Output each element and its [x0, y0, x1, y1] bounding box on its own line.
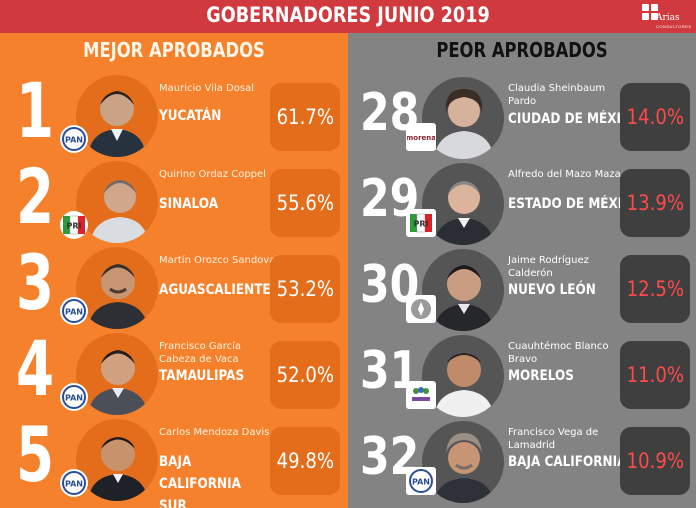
svg-text:morena: morena [407, 134, 435, 142]
governor-name: Quirino Ordaz Coppel [159, 169, 266, 180]
best-row-2: 2 PRI Quirino Ordaz Coppel SINALOA 55.6% [0, 152, 348, 247]
header-bar: GOBERNADORES JUNIO 2019 Arias CONSULTORE… [0, 0, 696, 33]
governor-name: Carlos Mendoza Davis [159, 427, 270, 438]
approval-percent: 61.7% [270, 83, 340, 151]
independiente-party-icon [406, 295, 436, 323]
svg-text:PAN: PAN [65, 136, 83, 145]
pan-party-icon: PAN [60, 297, 88, 325]
state-name: ESTADO DE MÉXICO [508, 196, 642, 212]
approval-percent: 53.2% [270, 255, 340, 323]
svg-text:PAN: PAN [65, 480, 83, 489]
worst-row-31: 31 Cuauhtémoc Blanco Bravo MORELOS 11.0% [348, 333, 696, 419]
encuentro-social-party-icon [406, 381, 436, 409]
best-approved-title: MEJOR APROBADOS [83, 38, 265, 62]
approval-percent: 52.0% [270, 341, 340, 409]
approval-percent: 14.0% [620, 83, 690, 151]
state-name: SINALOA [159, 196, 219, 212]
governor-name: Alfredo del Mazo Maza [508, 169, 621, 180]
rank-number: 4 [16, 324, 55, 413]
governor-name: Francisco García Cabeza de Vaca [159, 341, 242, 365]
page-title: GOBERNADORES JUNIO 2019 [206, 3, 490, 27]
governor-name: Mauricio Vila Dosal [159, 83, 254, 94]
best-approved-panel: MEJOR APROBADOS 1 PAN Mauricio Vila Dosa… [0, 33, 348, 508]
pan-party-icon: PAN [406, 467, 436, 495]
pan-party-icon: PAN [60, 383, 88, 411]
governor-name: Claudia Sheinbaum Pardo [508, 83, 606, 107]
brand-logo: Arias CONSULTORES [642, 2, 691, 32]
morena-party-icon: morena [406, 123, 436, 151]
governor-name: Martín Orozco Sandoval [159, 255, 279, 266]
svg-text:PAN: PAN [65, 394, 83, 403]
governor-portrait [76, 247, 158, 329]
governor-name: Jaime Rodríguez Calderón [508, 255, 589, 279]
state-name: TAMAULIPAS [159, 368, 245, 384]
governor-portrait [422, 163, 504, 245]
worst-approved-panel: PEOR APROBADOS 28 morena Claudia Sheinba… [348, 33, 696, 508]
svg-text:PAN: PAN [412, 478, 430, 487]
svg-text:PRI: PRI [67, 222, 82, 231]
worst-row-29: 29 PRI Alfredo del Mazo Maza ESTADO DE M… [348, 161, 696, 247]
governor-name: Cuauhtémoc Blanco Bravo [508, 341, 609, 365]
pri-party-icon: PRI [406, 209, 436, 237]
governor-portrait [76, 161, 158, 243]
pan-party-icon: PAN [60, 125, 88, 153]
best-row-3: 3 PAN Martín Orozco Sandoval AGUASCALIEN… [0, 238, 348, 333]
best-row-1: 1 PAN Mauricio Vila Dosal YUCATÁN 61.7% [0, 66, 348, 161]
governor-portrait [76, 419, 158, 501]
best-row-5: 5 PAN Carlos Mendoza Davis BAJA CALIFORN… [0, 410, 348, 508]
pan-party-icon: PAN [60, 469, 88, 497]
governor-portrait [422, 421, 504, 503]
pri-party-icon: PRI [60, 211, 88, 239]
state-name: AGUASCALIENTES [159, 282, 280, 298]
rank-number: 3 [16, 238, 55, 327]
approval-percent: 12.5% [620, 255, 690, 323]
state-name: CIUDAD DE MÉXICO [508, 111, 641, 127]
approval-percent: 11.0% [620, 341, 690, 409]
approval-percent: 49.8% [270, 427, 340, 495]
worst-approved-title: PEOR APROBADOS [436, 38, 608, 62]
state-name: BAJA CALIFORNIA [508, 454, 627, 470]
worst-row-28: 28 morena Claudia Sheinbaum Pardo CIUDAD… [348, 75, 696, 161]
rank-number: 2 [16, 152, 55, 241]
governor-portrait [76, 333, 158, 415]
state-name: NUEVO LEÓN [508, 282, 596, 298]
state-name: YUCATÁN [159, 108, 222, 124]
svg-text:PAN: PAN [65, 308, 83, 317]
rank-number: 5 [16, 410, 55, 499]
approval-percent: 55.6% [270, 169, 340, 237]
svg-text:PRI: PRI [414, 220, 429, 229]
governor-name: Francisco Vega de Lamadrid [508, 427, 599, 451]
best-row-4: 4 PAN Francisco García Cabeza de Vaca TA… [0, 324, 348, 419]
governor-portrait [76, 75, 158, 157]
worst-row-32: 32 PAN Francisco Vega de Lamadrid BAJA C… [348, 419, 696, 505]
rank-number: 1 [16, 66, 55, 155]
approval-percent: 10.9% [620, 427, 690, 495]
brand-subtitle: CONSULTORES [656, 24, 692, 29]
state-name: MORELOS [508, 368, 574, 384]
state-name: BAJA CALIFORNIA SUR [159, 454, 241, 508]
approval-percent: 13.9% [620, 169, 690, 237]
brand-name: Arias [656, 13, 680, 23]
worst-row-30: 30 Jaime Rodríguez Calderón NUEVO LEÓN 1… [348, 247, 696, 333]
